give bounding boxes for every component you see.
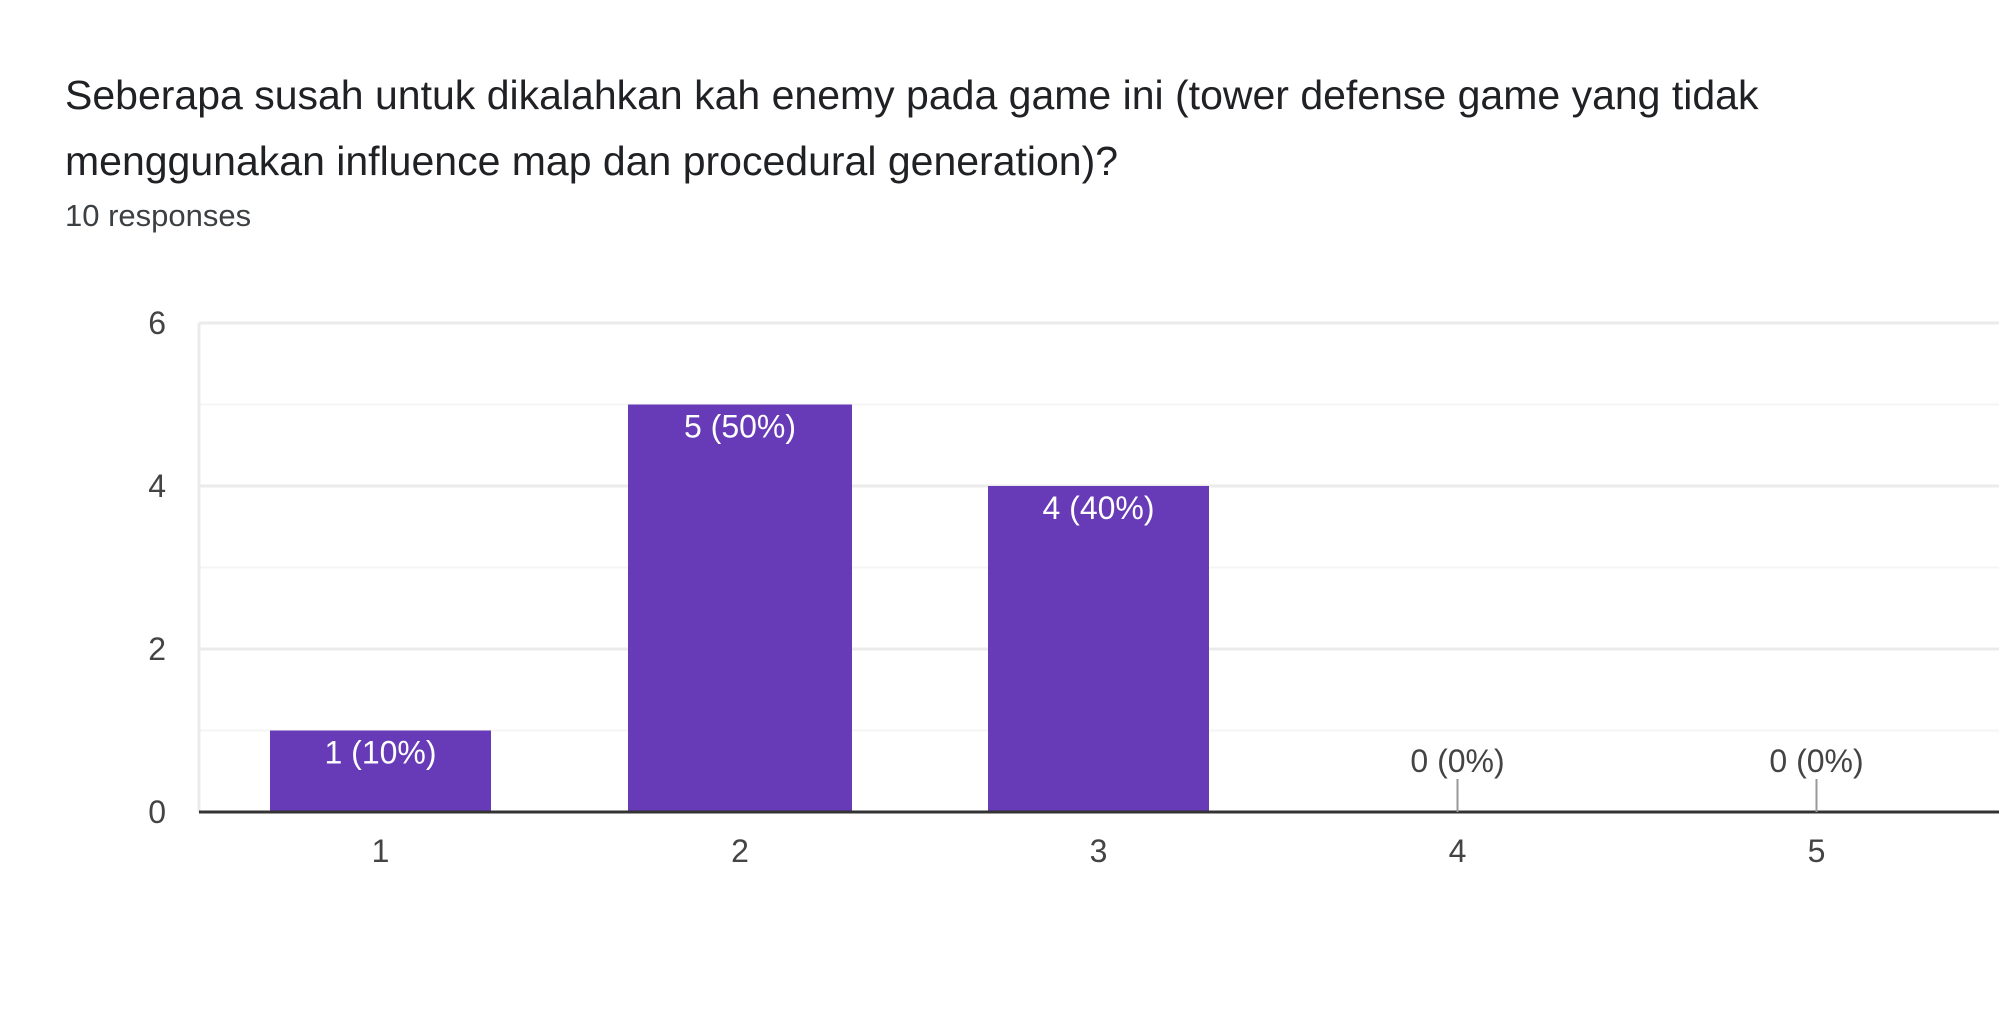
x-tick-label: 2 xyxy=(731,833,749,869)
x-tick-label: 3 xyxy=(1090,833,1108,869)
bar-data-label: 1 (10%) xyxy=(324,735,436,771)
bar-data-label: 0 (0%) xyxy=(1769,743,1863,779)
y-tick-label: 0 xyxy=(148,794,166,830)
bar-data-label: 0 (0%) xyxy=(1410,743,1504,779)
bar xyxy=(628,404,852,812)
bar xyxy=(988,486,1209,812)
axes: 0 2 4 6 1 2 3 4 5 xyxy=(148,305,1999,869)
response-count: 10 responses xyxy=(65,198,252,233)
y-tick-label: 6 xyxy=(148,305,166,341)
y-tick-label: 4 xyxy=(148,468,166,504)
bar xyxy=(270,730,491,812)
data-labels: 1 (10%) 5 (50%) 4 (40%) 0 (0%) 0 (0%) xyxy=(324,409,1864,812)
bar-data-label: 4 (40%) xyxy=(1042,490,1154,526)
x-tick-label: 1 xyxy=(372,833,390,869)
question-title: Seberapa susah untuk dikalahkan kah enem… xyxy=(65,72,1759,184)
x-tick-label: 4 xyxy=(1449,833,1467,869)
bar-data-label: 5 (50%) xyxy=(684,409,796,445)
y-tick-label: 2 xyxy=(148,631,166,667)
bars xyxy=(270,404,1209,812)
x-tick-label: 5 xyxy=(1808,833,1826,869)
